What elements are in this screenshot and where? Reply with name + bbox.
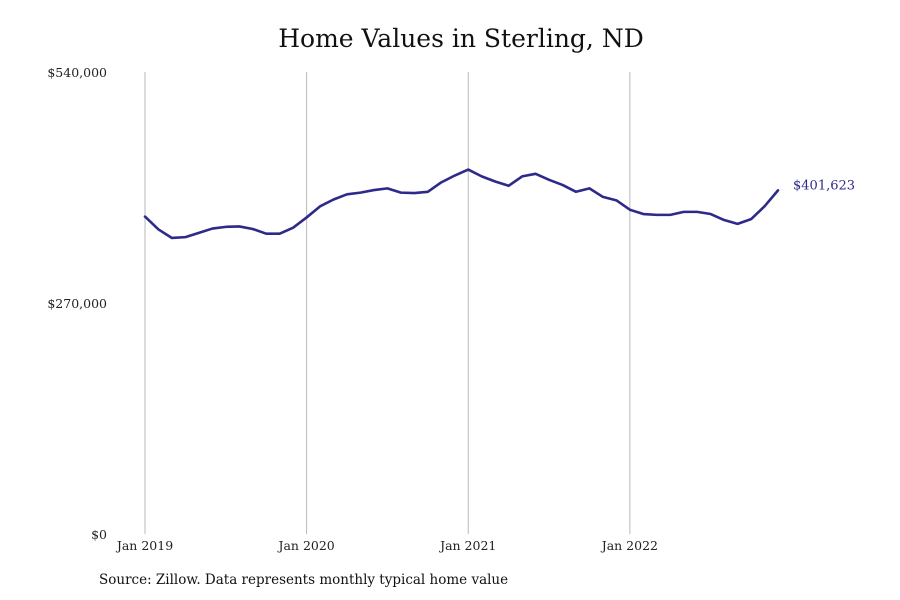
y-tick-label: $540,000	[47, 65, 107, 80]
x-axis-tick-labels: Jan 2019 Jan 2020 Jan 2021 Jan 2022	[115, 538, 658, 553]
y-axis-tick-labels: $540,000 $270,000 $0	[47, 65, 107, 542]
x-tick-label: Jan 2020	[276, 538, 334, 553]
chart-title: Home Values in Sterling, ND	[278, 24, 644, 53]
source-note: Source: Zillow. Data represents monthly …	[99, 572, 509, 588]
y-tick-label: $270,000	[47, 296, 107, 311]
home-value-line	[143, 168, 780, 240]
gridlines	[144, 72, 631, 534]
x-tick-label: Jan 2021	[438, 538, 496, 553]
x-tick-label: Jan 2022	[600, 538, 658, 553]
end-value-label: $401,623	[793, 178, 855, 193]
x-tick-label: Jan 2019	[115, 538, 173, 553]
y-tick-label: $0	[91, 527, 107, 542]
